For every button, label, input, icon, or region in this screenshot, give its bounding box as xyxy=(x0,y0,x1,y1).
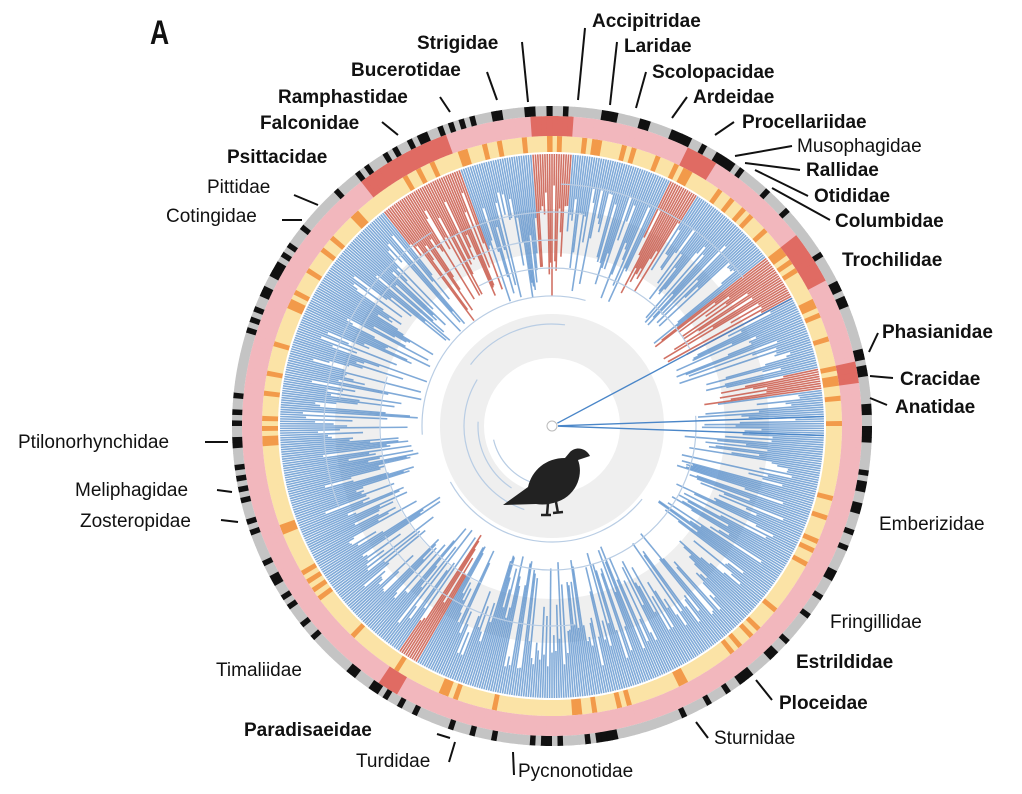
family-label: Bucerotidae xyxy=(351,60,461,81)
family-label: Psittacidae xyxy=(227,147,327,168)
family-label: Meliphagidae xyxy=(75,480,188,501)
family-label: Fringillidae xyxy=(830,612,922,633)
family-label: Falconidae xyxy=(260,113,359,134)
family-label: Ramphastidae xyxy=(278,87,408,108)
family-label: Pittidae xyxy=(207,177,270,198)
bird-silhouette-icon xyxy=(503,448,590,517)
family-label: Laridae xyxy=(624,36,692,57)
family-label: Cracidae xyxy=(900,369,980,390)
family-label: Procellariidae xyxy=(742,112,867,133)
family-label: Paradisaeidae xyxy=(244,720,372,741)
family-label: Columbidae xyxy=(835,211,944,232)
family-label: Cotingidae xyxy=(166,206,257,227)
family-label: Zosteropidae xyxy=(80,511,191,532)
family-labels: Accipitridae Laridae Strigidae Scolopaci… xyxy=(18,11,993,782)
family-label: Rallidae xyxy=(806,160,879,181)
family-label: Estrildidae xyxy=(796,652,893,673)
family-label: Trochilidae xyxy=(842,250,942,271)
family-label: Ardeidae xyxy=(693,87,774,108)
family-label: Emberizidae xyxy=(879,514,985,535)
family-label: Ploceidae xyxy=(779,693,868,714)
family-label: Timaliidae xyxy=(216,660,302,681)
phylogenetic-tree xyxy=(280,154,824,698)
family-label: Ptilonorhynchidae xyxy=(18,432,169,453)
family-label: Sturnidae xyxy=(714,728,795,749)
trait-rings xyxy=(232,106,873,746)
family-label: Pycnonotidae xyxy=(518,761,633,782)
panel-letter: A xyxy=(150,14,170,52)
family-label: Phasianidae xyxy=(882,322,993,343)
family-label: Accipitridae xyxy=(592,11,701,32)
label-leader-lines xyxy=(205,27,894,776)
family-label: Musophagidae xyxy=(797,136,922,157)
family-label: Anatidae xyxy=(895,397,975,418)
family-label: Scolopacidae xyxy=(652,62,775,83)
family-label: Strigidae xyxy=(417,33,498,54)
family-label: Otididae xyxy=(814,186,890,207)
family-label: Turdidae xyxy=(356,751,430,772)
